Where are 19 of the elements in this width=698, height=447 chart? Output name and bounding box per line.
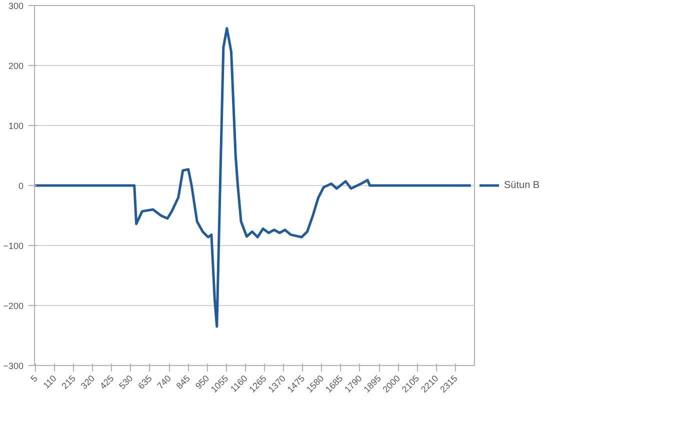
x-tick-label: 320: [78, 373, 97, 392]
x-tick-label: 215: [60, 373, 78, 392]
x-tick-label: 950: [193, 373, 212, 392]
y-tick-label: 200: [8, 61, 24, 71]
y-tick-label: 300: [8, 1, 24, 11]
x-tick-label: 740: [155, 373, 173, 392]
x-tick-label: 635: [136, 373, 154, 392]
legend-label: Sütun B: [504, 180, 540, 190]
x-tick-label: 845: [174, 373, 192, 392]
y-tick-label: −200: [3, 301, 24, 311]
x-tick-label: 425: [98, 373, 116, 392]
y-tick-label: −100: [3, 241, 24, 251]
x-tick-label: 5: [28, 373, 40, 384]
y-tick-label: −300: [3, 361, 24, 371]
y-tick-label: 100: [8, 121, 24, 131]
y-tick-label: 0: [18, 181, 24, 191]
x-tick-label: 110: [41, 373, 58, 391]
line-series: [34, 27, 472, 328]
x-tick-label: 530: [117, 373, 135, 392]
